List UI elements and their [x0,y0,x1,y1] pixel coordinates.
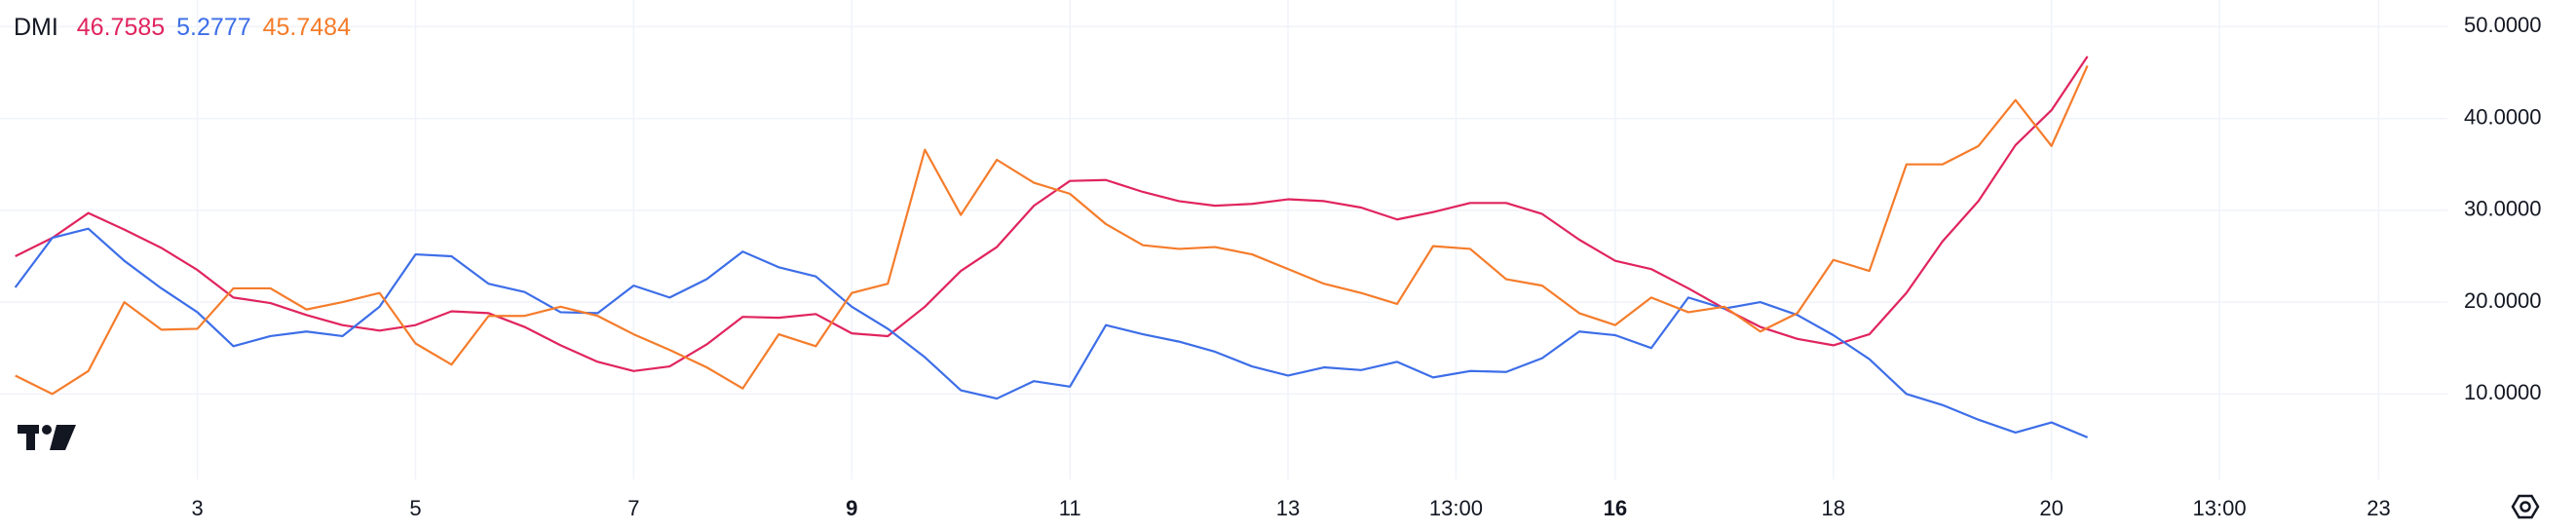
x-tick-label: 16 [1604,496,1627,520]
logo-part [42,425,52,435]
x-tick-label: 11 [1059,496,1081,520]
y-tick-label: 50.0000 [2464,13,2542,37]
legend-value: 46.7585 [76,14,166,41]
x-tick-label: 9 [846,496,857,520]
x-tick-label: 13:00 [1429,496,1483,520]
legend-value: 45.7484 [262,14,351,41]
settings-icon[interactable] [2511,494,2540,519]
plot-lines [14,56,2089,438]
line-series [14,227,2089,438]
y-tick-label: 10.0000 [2464,380,2542,404]
tradingview-logo [18,425,76,450]
line-series [15,56,2089,372]
x-tick-label: 3 [191,496,203,520]
legend-value: 5.2777 [176,14,251,41]
y-tick-label: 20.0000 [2464,288,2542,313]
x-tick-label: 5 [409,496,421,520]
x-tick-label: 13 [1276,496,1300,520]
logo-part [26,425,35,450]
x-tick-label: 23 [2367,496,2390,520]
legend: DMI 46.7585 5.2777 45.7484 [14,14,362,42]
y-tick-label: 40.0000 [2464,104,2542,129]
grid [0,0,2447,479]
y-tick-label: 30.0000 [2464,197,2542,221]
settings-icon[interactable] [2519,501,2531,513]
x-tick-label: 18 [1822,496,1845,520]
axes: 10.0000 20.0000 30.0000 40.0000 50.0000 3 5 7 9 1… [191,13,2541,520]
line-series [15,64,2089,396]
indicator-name: DMI [14,14,58,41]
logo-part [50,425,76,450]
x-tick-label: 13:00 [2193,496,2247,520]
x-tick-label: 20 [2039,496,2063,520]
settings-button[interactable] [2511,494,2540,519]
x-tick-label: 7 [627,496,639,520]
